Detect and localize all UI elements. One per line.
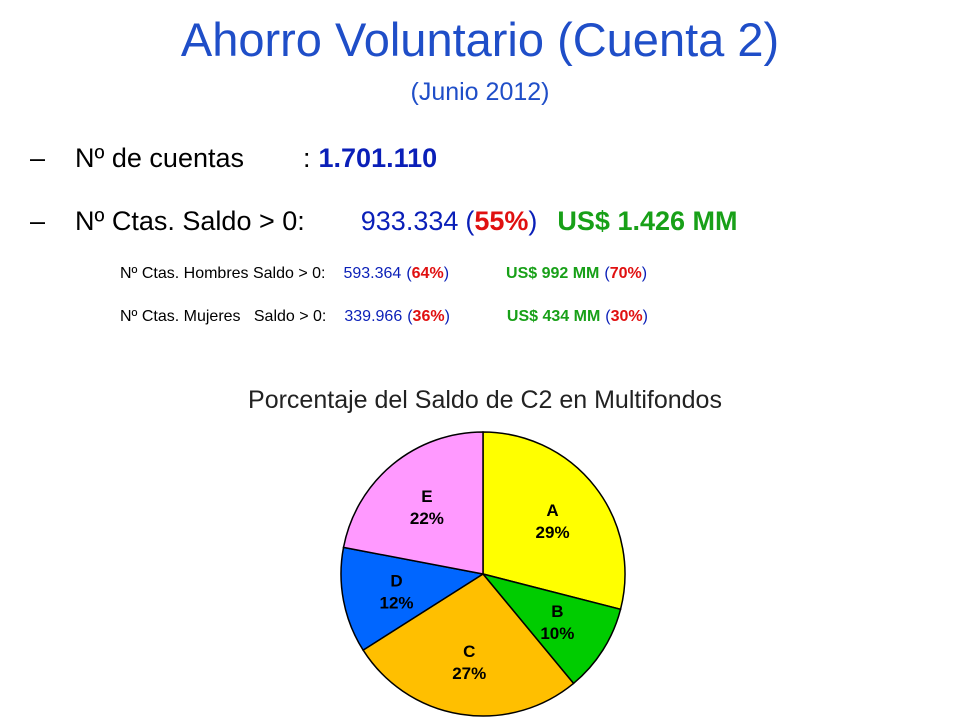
cuentas-separator: : <box>303 143 311 173</box>
saldo-close-paren: ) <box>528 206 538 236</box>
mujeres-open-paren: ( <box>407 308 413 325</box>
hombres-usd-close-paren: ) <box>641 265 648 282</box>
pie-slice-b <box>480 572 622 685</box>
mujeres-usd-close-paren: ) <box>642 308 648 325</box>
mujeres-count: 339.966 <box>344 308 403 325</box>
slide-subtitle: (Junio 2012) <box>410 78 550 106</box>
pie-label-value: 27% <box>452 664 486 683</box>
pie-slice-e <box>342 431 484 575</box>
mujeres-usd-open-paren: ( <box>605 308 611 325</box>
pie-label-value: 22% <box>410 509 444 528</box>
cuentas-label: Nº de cuentas <box>75 143 244 173</box>
pie-slice-d <box>340 546 486 652</box>
pie-slice-a <box>482 431 626 611</box>
slide-title: Ahorro Voluntario (Cuenta 2) <box>180 13 780 66</box>
pie-label-value: 10% <box>540 624 574 643</box>
hombres-usd-open-paren: ( <box>604 265 610 282</box>
bullet-cuentas: – Nº de cuentas:1.701.110 <box>30 143 437 174</box>
pie-slice-c <box>362 573 575 717</box>
pie-slices <box>340 431 626 717</box>
hombres-usd: US$ 992 MM <box>506 265 600 282</box>
mujeres-pct: 36% <box>412 308 445 325</box>
pie-label-category: D <box>390 571 402 590</box>
hombres-pct: 64% <box>411 265 444 282</box>
hombres-count: 593.364 <box>343 265 402 282</box>
hombres-open-paren: ( <box>406 265 412 282</box>
chart-title: Porcentaje del Saldo de C2 en Multifondo… <box>248 386 722 414</box>
saldo-label: Nº Ctas. Saldo > 0: <box>75 206 305 236</box>
bullet-dash: – <box>30 143 46 173</box>
pie-label-category: E <box>421 487 432 506</box>
bullet-hombres: Nº Ctas. Hombres Saldo > 0: 593.364 (64%) U… <box>120 265 647 283</box>
hombres-label: Nº Ctas. Hombres Saldo > 0: <box>120 265 326 282</box>
saldo-open-paren: ( <box>465 206 475 236</box>
pie-label-category: B <box>551 602 563 621</box>
mujeres-label: Nº Ctas. Mujeres Saldo > 0: <box>120 308 327 325</box>
saldo-pct: 55% <box>474 206 529 236</box>
hombres-usd-pct: 70% <box>609 265 642 282</box>
mujeres-usd: US$ 434 MM <box>506 308 601 325</box>
mujeres-usd-pct: 30% <box>610 308 643 325</box>
bullet-mujeres: Nº Ctas. Mujeres Saldo > 0: 339.966 (36%) U… <box>120 308 648 326</box>
bullet-saldo: – Nº Ctas. Saldo > 0: 933.334 (55%) US$ 1.42… <box>30 206 738 237</box>
bullet-dash: – <box>30 206 46 236</box>
pie-label-value: 12% <box>380 593 414 612</box>
mujeres-close-paren: ) <box>444 308 450 325</box>
hombres-close-paren: ) <box>443 265 450 282</box>
cuentas-value: 1.701.110 <box>318 143 438 173</box>
pie-label-value: 29% <box>536 523 570 542</box>
saldo-usd: US$ 1.426 MM <box>557 206 738 236</box>
pie-labels: A 29% B 10% C 27% D 12% E 22% <box>380 487 575 683</box>
pie-label-category: A <box>546 501 558 520</box>
saldo-count: 933.334 <box>360 206 459 236</box>
pie-label-category: C <box>463 642 475 661</box>
